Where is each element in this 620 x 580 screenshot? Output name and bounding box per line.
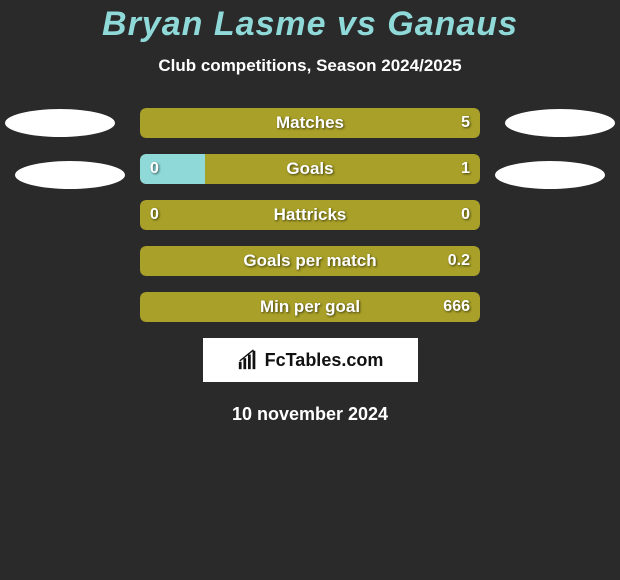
logo-text: FcTables.com	[265, 350, 384, 371]
bar-value-right: 0.2	[448, 246, 470, 276]
stat-bar: 0Hattricks0	[140, 200, 480, 230]
bar-label: Matches	[140, 108, 480, 138]
player-left-placeholder-1	[5, 109, 115, 137]
date-text: 10 november 2024	[0, 404, 620, 425]
bar-value-right: 666	[443, 292, 470, 322]
page-title: Bryan Lasme vs Ganaus	[0, 5, 620, 44]
bar-value-right: 5	[461, 108, 470, 138]
bar-label: Goals per match	[140, 246, 480, 276]
stat-bar: 0Goals1	[140, 154, 480, 184]
source-logo: FcTables.com	[203, 338, 418, 382]
bar-label: Goals	[140, 154, 480, 184]
stat-bars: Matches50Goals10Hattricks0Goals per matc…	[140, 108, 480, 322]
barchart-icon	[237, 349, 259, 371]
stat-bar: Matches5	[140, 108, 480, 138]
comparison-infographic: Bryan Lasme vs Ganaus Club competitions,…	[0, 0, 620, 425]
stats-area: Matches50Goals10Hattricks0Goals per matc…	[0, 108, 620, 322]
player-right-placeholder-1	[505, 109, 615, 137]
bar-label: Hattricks	[140, 200, 480, 230]
player-left-placeholder-2	[15, 161, 125, 189]
stat-bar: Goals per match0.2	[140, 246, 480, 276]
bar-label: Min per goal	[140, 292, 480, 322]
subtitle: Club competitions, Season 2024/2025	[0, 56, 620, 76]
bar-value-right: 1	[461, 154, 470, 184]
player-right-placeholder-2	[495, 161, 605, 189]
bar-value-right: 0	[461, 200, 470, 230]
stat-bar: Min per goal666	[140, 292, 480, 322]
